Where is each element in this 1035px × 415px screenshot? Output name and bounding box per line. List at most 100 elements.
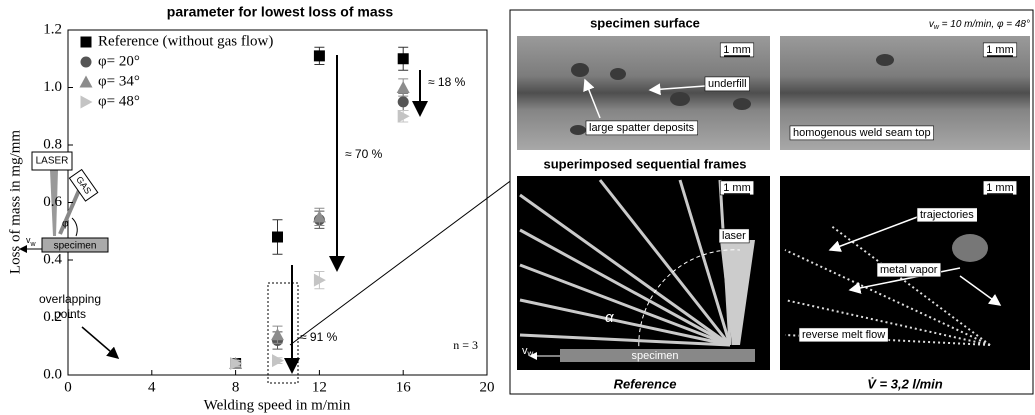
y-tick-label: 0.4 — [43, 251, 62, 267]
specimen — [560, 349, 755, 362]
laser-beam — [50, 170, 58, 236]
label-box — [719, 180, 755, 196]
panel-params: vw = 10 m/min, φ = 48° — [929, 19, 1030, 31]
marker — [272, 231, 283, 243]
trajectories — [519, 179, 732, 347]
param: = 10 m/min, φ = 48° — [939, 19, 1030, 30]
panel-title: superimposed sequential frames — [543, 156, 746, 171]
arrow — [81, 326, 120, 359]
caption: Reference — [614, 376, 677, 391]
label-box — [704, 76, 750, 92]
angle-arc — [71, 217, 78, 237]
y-axis-label: Loss of mass in mg/mm — [7, 130, 23, 275]
legend-marker — [79, 75, 93, 88]
x-tick-label: 20 — [480, 379, 495, 395]
label-box — [876, 262, 942, 278]
marker — [312, 210, 326, 223]
y-tick-label: 1.2 — [43, 21, 62, 37]
photo-label: laser — [722, 230, 746, 242]
legend-marker — [80, 56, 92, 68]
legend-marker — [80, 36, 92, 48]
legend-label: φ= 20° — [98, 53, 140, 69]
caption: V̇ = 3,2 l/min — [867, 376, 943, 391]
legend-marker — [80, 95, 93, 109]
marker — [397, 109, 410, 123]
annotation: ≈ 91 % — [300, 330, 338, 344]
legend-label: φ= 34° — [98, 73, 140, 89]
label-box — [916, 207, 978, 223]
photo-label: large spatter deposits — [589, 122, 695, 134]
annotation: ≈ 18 % — [428, 75, 466, 89]
photo-label: α — [605, 309, 614, 326]
specimen — [41, 237, 109, 253]
marker — [397, 53, 409, 65]
inset-diagram: LASER GAS φ specimen vw — [19, 151, 109, 253]
photo-label: v — [522, 345, 528, 357]
label-box — [982, 42, 1018, 58]
label-box — [982, 180, 1018, 196]
arrow — [828, 215, 921, 252]
marker — [313, 50, 325, 62]
connector — [289, 175, 518, 346]
label-box — [798, 327, 889, 343]
photo-label: w — [527, 349, 534, 358]
annotation: n = 3 — [453, 338, 478, 352]
photo-panel: specimen surface vw = 10 m/min, φ = 48° … — [509, 9, 1034, 395]
y-tick-label: 0.2 — [43, 309, 62, 325]
param: w — [934, 24, 940, 31]
photo-label: specimen — [631, 350, 678, 362]
arrow — [848, 267, 961, 294]
photo-label: 1 mm — [986, 182, 1014, 194]
inset-label: vw — [26, 235, 37, 247]
inset-label: φ — [62, 219, 69, 230]
photo-label: trajectories — [920, 209, 974, 221]
gas-box — [68, 168, 99, 202]
photo-label: 1 mm — [986, 44, 1014, 56]
marker — [396, 81, 410, 93]
x-axis-label: Welding speed in m/min — [204, 397, 351, 413]
inset-label: v — [26, 235, 31, 245]
laser-beam — [720, 240, 755, 345]
photo-label: underfill — [708, 78, 747, 90]
y-tick-label: 0.8 — [43, 136, 62, 152]
label-box — [718, 228, 750, 244]
photo-label: metal vapor — [880, 264, 938, 276]
annotation: overlapping — [39, 292, 101, 306]
annotation: ≈ 70 % — [345, 147, 383, 161]
marker — [397, 96, 409, 108]
label-box — [719, 42, 755, 58]
photo-label: reverse melt flow — [802, 329, 885, 341]
marker — [230, 357, 243, 370]
photo-label: 1 mm — [723, 44, 751, 56]
marker — [271, 328, 284, 341]
gas-nozzle — [58, 187, 82, 235]
panel-title: specimen surface — [590, 15, 700, 30]
label-box — [585, 120, 698, 136]
laser-box — [31, 151, 73, 171]
x-tick-label: 8 — [232, 379, 240, 395]
y-tick-label: 0.0 — [43, 366, 62, 382]
x-tick-label: 16 — [396, 379, 412, 395]
x-tick-label: 4 — [148, 379, 156, 395]
inset-label: w — [30, 241, 37, 248]
annotation: points — [54, 307, 86, 321]
y-tick-label: 0.6 — [43, 194, 62, 210]
x-tick-label: 12 — [312, 379, 327, 395]
photo-label: homogenous weld seam top — [793, 127, 931, 139]
inset-label: LASER — [36, 156, 69, 167]
y-tick-label: 1.0 — [43, 79, 62, 95]
chart-title: parameter for lowest loss of mass — [167, 4, 394, 20]
photo-label: vw — [522, 345, 534, 358]
arrow — [648, 83, 706, 96]
vapor — [952, 234, 988, 262]
legend-label: Reference (without gas flow) — [98, 33, 273, 49]
marker — [313, 273, 326, 287]
inset-label: specimen — [54, 241, 97, 252]
photo-label: 1 mm — [723, 182, 751, 194]
arrow — [959, 275, 1002, 306]
x-tick-label: 0 — [64, 379, 72, 395]
label-box — [789, 125, 934, 141]
param: v — [929, 19, 935, 30]
spatter — [570, 54, 894, 135]
angle-arc — [638, 249, 741, 361]
